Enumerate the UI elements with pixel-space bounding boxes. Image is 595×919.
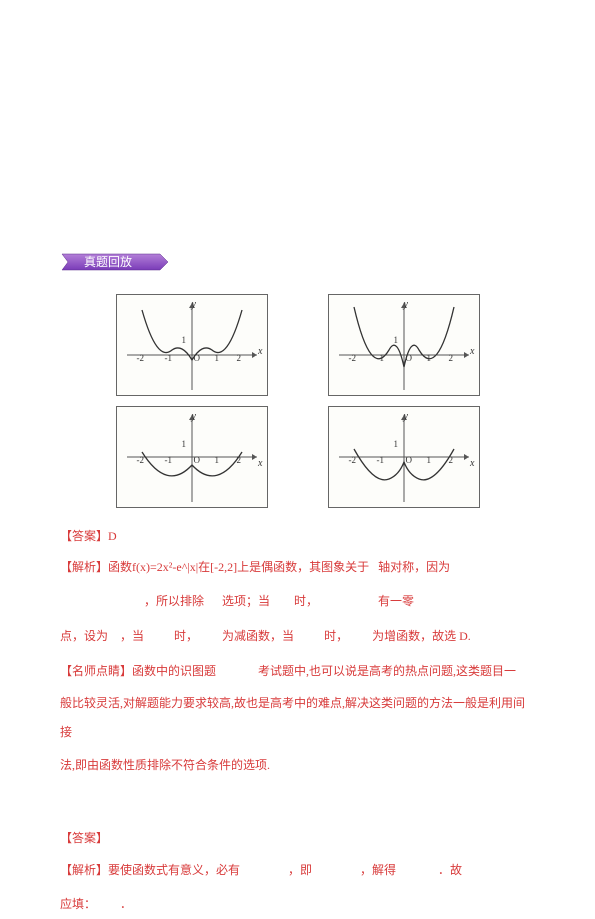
tick-neg1: -1 bbox=[377, 353, 385, 363]
tick-origin: O bbox=[406, 353, 413, 363]
tick-neg1: -1 bbox=[165, 353, 173, 363]
answer-1-label: 【答案】D bbox=[60, 523, 535, 549]
line3-mid5: 为增函数，故选 D. bbox=[372, 629, 471, 643]
analysis-1-line2: ，所以排除 选项；当 时， 有一零 bbox=[60, 586, 535, 617]
tick-2: 2 bbox=[449, 353, 454, 363]
tick-origin: O bbox=[194, 455, 201, 465]
analysis-2: 【解析】要使函数式有意义，必有 ，即 ，解得 ．故 bbox=[60, 855, 535, 886]
top-margin bbox=[60, 50, 535, 250]
teacher-note-line2: 般比较灵活,对解题能力要求较高,故也是高考中的难点,解决这类问题的方法一般是利用… bbox=[60, 689, 535, 747]
tick-neg1: -1 bbox=[377, 455, 385, 465]
line3-mid4: 时， bbox=[324, 629, 348, 643]
tick-2: 2 bbox=[237, 353, 242, 363]
tick-2: 2 bbox=[449, 455, 454, 465]
graph-option-c: y x -2 -1 O 1 2 1 bbox=[116, 406, 268, 508]
graph-option-a: y x -2 -1 O 1 2 1 bbox=[116, 294, 268, 396]
tick-neg2: -2 bbox=[137, 353, 145, 363]
tick-1: 1 bbox=[427, 455, 432, 465]
section-badge: 真题回放 bbox=[60, 250, 170, 274]
graph-y-label: y bbox=[404, 299, 408, 310]
graph-option-d: y x -2 -1 O 1 2 1 bbox=[328, 406, 480, 508]
line3-mid2: 时， bbox=[174, 629, 198, 643]
analysis-2-mid1: ，即 bbox=[288, 863, 312, 877]
graph-row-1: y x -2 -1 O 1 2 1 y x -2 -1 O 1 2 1 bbox=[60, 294, 535, 396]
tick-y1: 1 bbox=[394, 439, 399, 449]
analysis-2-l2: 应填： bbox=[60, 897, 96, 911]
line3-mid3: 为减函数，当 bbox=[222, 629, 294, 643]
tick-y1: 1 bbox=[394, 335, 399, 345]
analysis-2-end: ． bbox=[120, 897, 132, 911]
tick-y1: 1 bbox=[182, 335, 187, 345]
analysis-2-line2: 应填： ． bbox=[60, 890, 535, 919]
gap1-post: 选项；当 bbox=[222, 594, 270, 608]
analysis-1-part2: 轴对称，因为 bbox=[378, 560, 450, 574]
tick-origin: O bbox=[194, 353, 201, 363]
teacher-note-prefix: 【名师点睛】函数中的识图题 bbox=[60, 664, 216, 678]
graph-row-2: y x -2 -1 O 1 2 1 y x -2 -1 O 1 2 1 bbox=[60, 406, 535, 508]
teacher-note: 【名师点睛】函数中的识图题 考试题中,也可以说是高考的热点问题,这类题目一 bbox=[60, 657, 535, 686]
graph-y-label: y bbox=[404, 411, 408, 422]
analysis-2-prefix: 【解析】要使函数式有意义，必有 bbox=[60, 863, 240, 877]
answer-2-label: 【答案】 bbox=[60, 825, 535, 851]
gap3-post: 有一零 bbox=[378, 594, 414, 608]
gap2-post: 时， bbox=[294, 594, 318, 608]
analysis-1-formula: f(x)=2x²-e^|x|在[-2,2]上是偶函数，其图象关于 bbox=[132, 560, 369, 574]
teacher-note-line3: 法,即由函数性质排除不符合条件的选项. bbox=[60, 751, 535, 780]
analysis-1-line3: 点，设为 ，当 时， 为减函数，当 时， 为增函数，故选 D. bbox=[60, 621, 535, 652]
tick-1: 1 bbox=[215, 455, 220, 465]
badge-text: 真题回放 bbox=[84, 254, 132, 269]
graph-option-b: y x -2 -1 O 1 2 1 bbox=[328, 294, 480, 396]
graph-x-label: x bbox=[470, 458, 474, 469]
graph-x-label: x bbox=[258, 346, 262, 357]
analysis-1: 【解析】函数f(x)=2x²-e^|x|在[-2,2]上是偶函数，其图象关于 轴… bbox=[60, 553, 535, 582]
tick-origin: O bbox=[406, 455, 413, 465]
teacher-note-body1: 考试题中,也可以说是高考的热点问题,这类题目一 bbox=[258, 664, 516, 678]
graph-y-label: y bbox=[192, 299, 196, 310]
tick-neg1: -1 bbox=[165, 455, 173, 465]
tick-1: 1 bbox=[427, 353, 432, 363]
analysis-2-mid3: ．故 bbox=[438, 863, 462, 877]
analysis-2-mid2: ，解得 bbox=[360, 863, 396, 877]
analysis-1-prefix: 【解析】函数 bbox=[60, 560, 132, 574]
tick-y1: 1 bbox=[182, 439, 187, 449]
tick-2: 2 bbox=[237, 455, 242, 465]
tick-neg2: -2 bbox=[137, 455, 145, 465]
line3-pre: 点，设为 bbox=[60, 629, 108, 643]
tick-neg2: -2 bbox=[349, 455, 357, 465]
tick-1: 1 bbox=[215, 353, 220, 363]
section-gap bbox=[60, 780, 535, 810]
line3-mid1: ，当 bbox=[120, 629, 144, 643]
graph-y-label: y bbox=[192, 411, 196, 422]
graph-x-label: x bbox=[470, 346, 474, 357]
gap1-pre: ，所以排除 bbox=[144, 594, 204, 608]
tick-neg2: -2 bbox=[349, 353, 357, 363]
graph-x-label: x bbox=[258, 458, 262, 469]
